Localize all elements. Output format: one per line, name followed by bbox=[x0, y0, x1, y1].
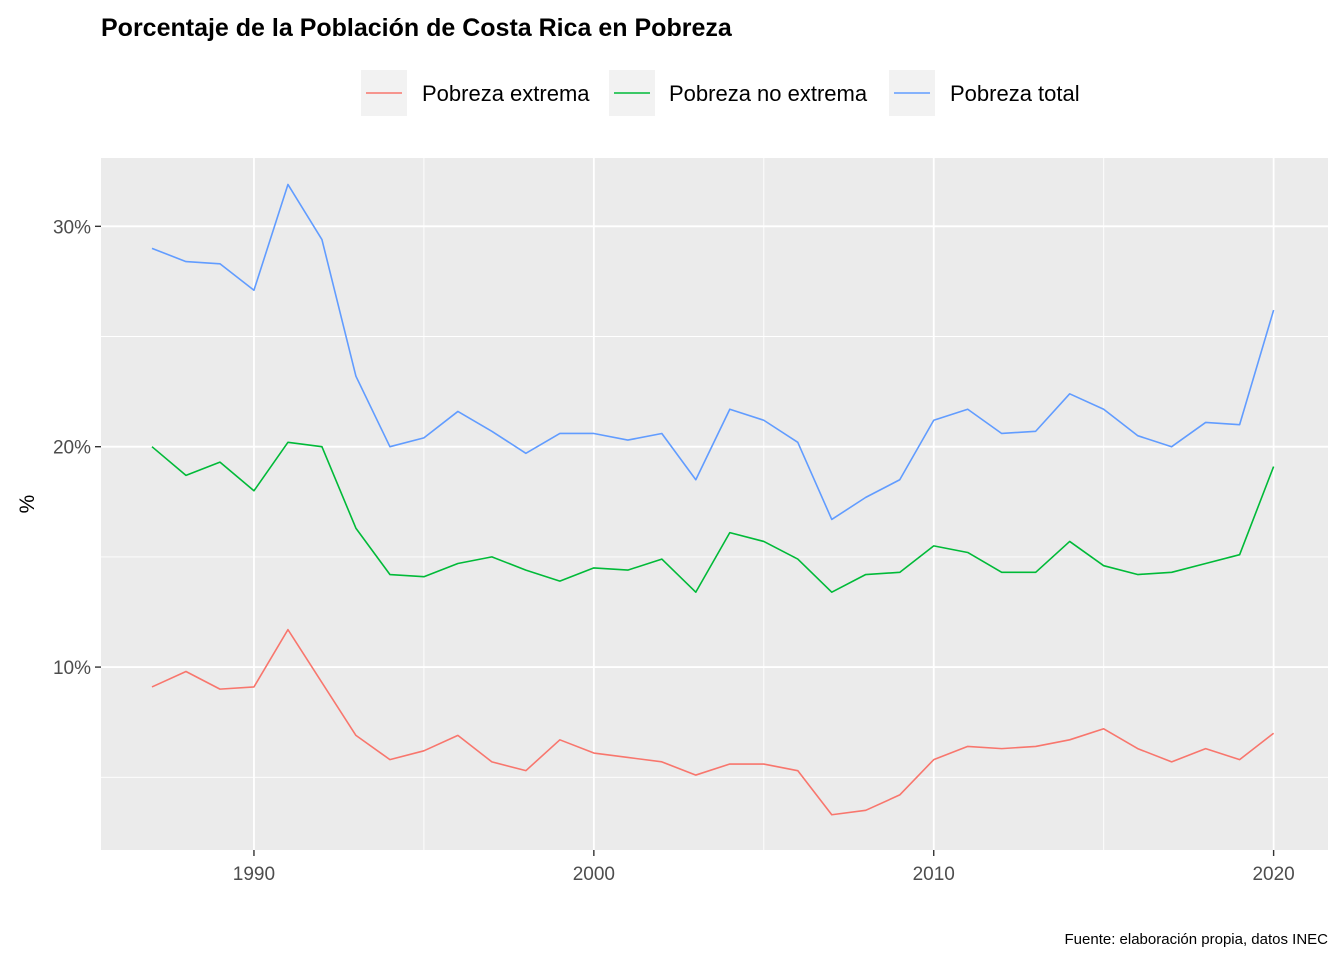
plot-panel bbox=[101, 158, 1328, 850]
legend-label-pobreza-extrema: Pobreza extrema bbox=[422, 81, 590, 106]
series-line-pobreza-total bbox=[151, 183, 1275, 521]
legend: Pobreza extrema Pobreza no extrema Pobreza… bbox=[361, 70, 1080, 116]
x-axis: 1990 2000 2010 2020 bbox=[233, 850, 1295, 885]
y-axis: 10% 20% 30% bbox=[53, 217, 101, 679]
y-tick-label: 20% bbox=[53, 438, 91, 459]
grid-minor bbox=[101, 158, 1328, 850]
legend-label-pobreza-no-extrema: Pobreza no extrema bbox=[669, 81, 868, 106]
x-tick-label: 2000 bbox=[573, 864, 615, 885]
chart-title: Porcentaje de la Población de Costa Rica… bbox=[101, 14, 733, 42]
series-line-pobreza-extrema bbox=[151, 628, 1275, 816]
y-tick-label: 10% bbox=[53, 658, 91, 679]
legend-label-pobreza-total: Pobreza total bbox=[950, 81, 1080, 106]
y-tick-label: 30% bbox=[53, 217, 91, 238]
x-tick-label: 1990 bbox=[233, 864, 275, 885]
series-line-pobreza-no-extrema bbox=[151, 441, 1275, 593]
grid-major bbox=[101, 158, 1328, 850]
series-lines bbox=[151, 183, 1275, 816]
x-tick-label: 2020 bbox=[1252, 864, 1294, 885]
y-axis-title: % bbox=[16, 495, 39, 514]
x-tick-label: 2010 bbox=[913, 864, 955, 885]
caption: Fuente: elaboración propia, datos INEC bbox=[1065, 931, 1329, 948]
